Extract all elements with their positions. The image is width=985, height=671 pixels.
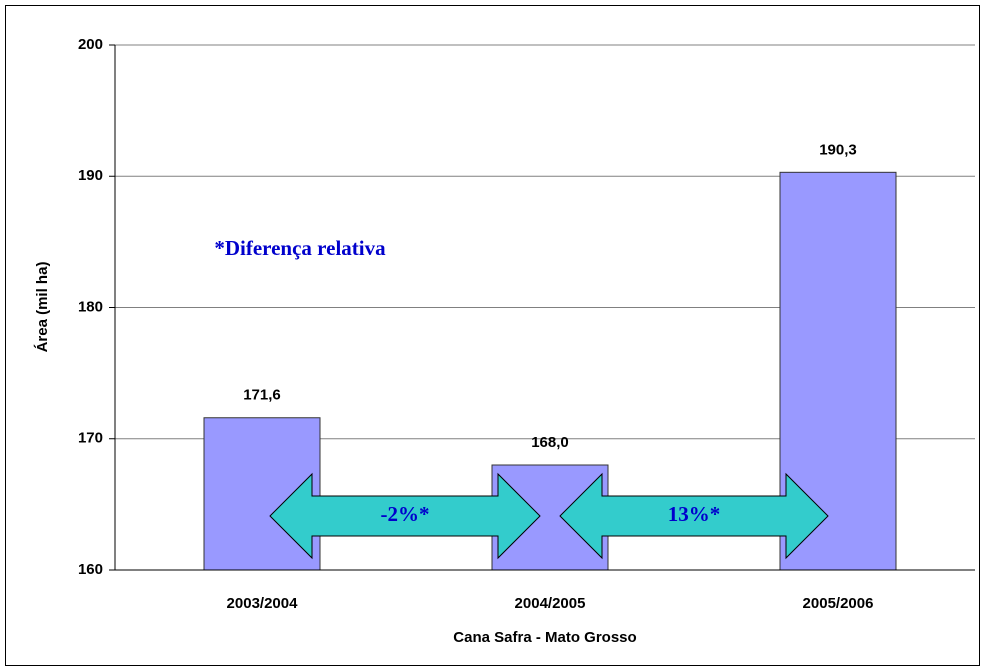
y-tick-label: 180 xyxy=(78,298,103,315)
y-tick-label: 190 xyxy=(78,167,103,184)
double-arrow xyxy=(269,472,541,560)
y-tick-label: 160 xyxy=(78,561,103,578)
arrow-label: -2%* xyxy=(381,502,430,526)
value-label: 171,6 xyxy=(243,387,281,404)
x-tick-label: 2003/2004 xyxy=(227,595,299,612)
x-axis-label: Cana Safra - Mato Grosso xyxy=(453,629,636,646)
x-tick-label: 2004/2005 xyxy=(515,595,586,612)
y-axis-label: Área (mil ha) xyxy=(34,262,51,353)
annotation: *Diferença relativa xyxy=(214,236,386,260)
double-arrow xyxy=(559,472,829,560)
arrow-label: 13%* xyxy=(668,502,721,526)
value-label: 190,3 xyxy=(819,141,857,158)
value-label: 168,0 xyxy=(531,434,569,451)
x-tick-label: 2005/2006 xyxy=(803,595,874,612)
y-tick-label: 200 xyxy=(78,36,103,53)
y-tick-label: 170 xyxy=(78,430,103,447)
